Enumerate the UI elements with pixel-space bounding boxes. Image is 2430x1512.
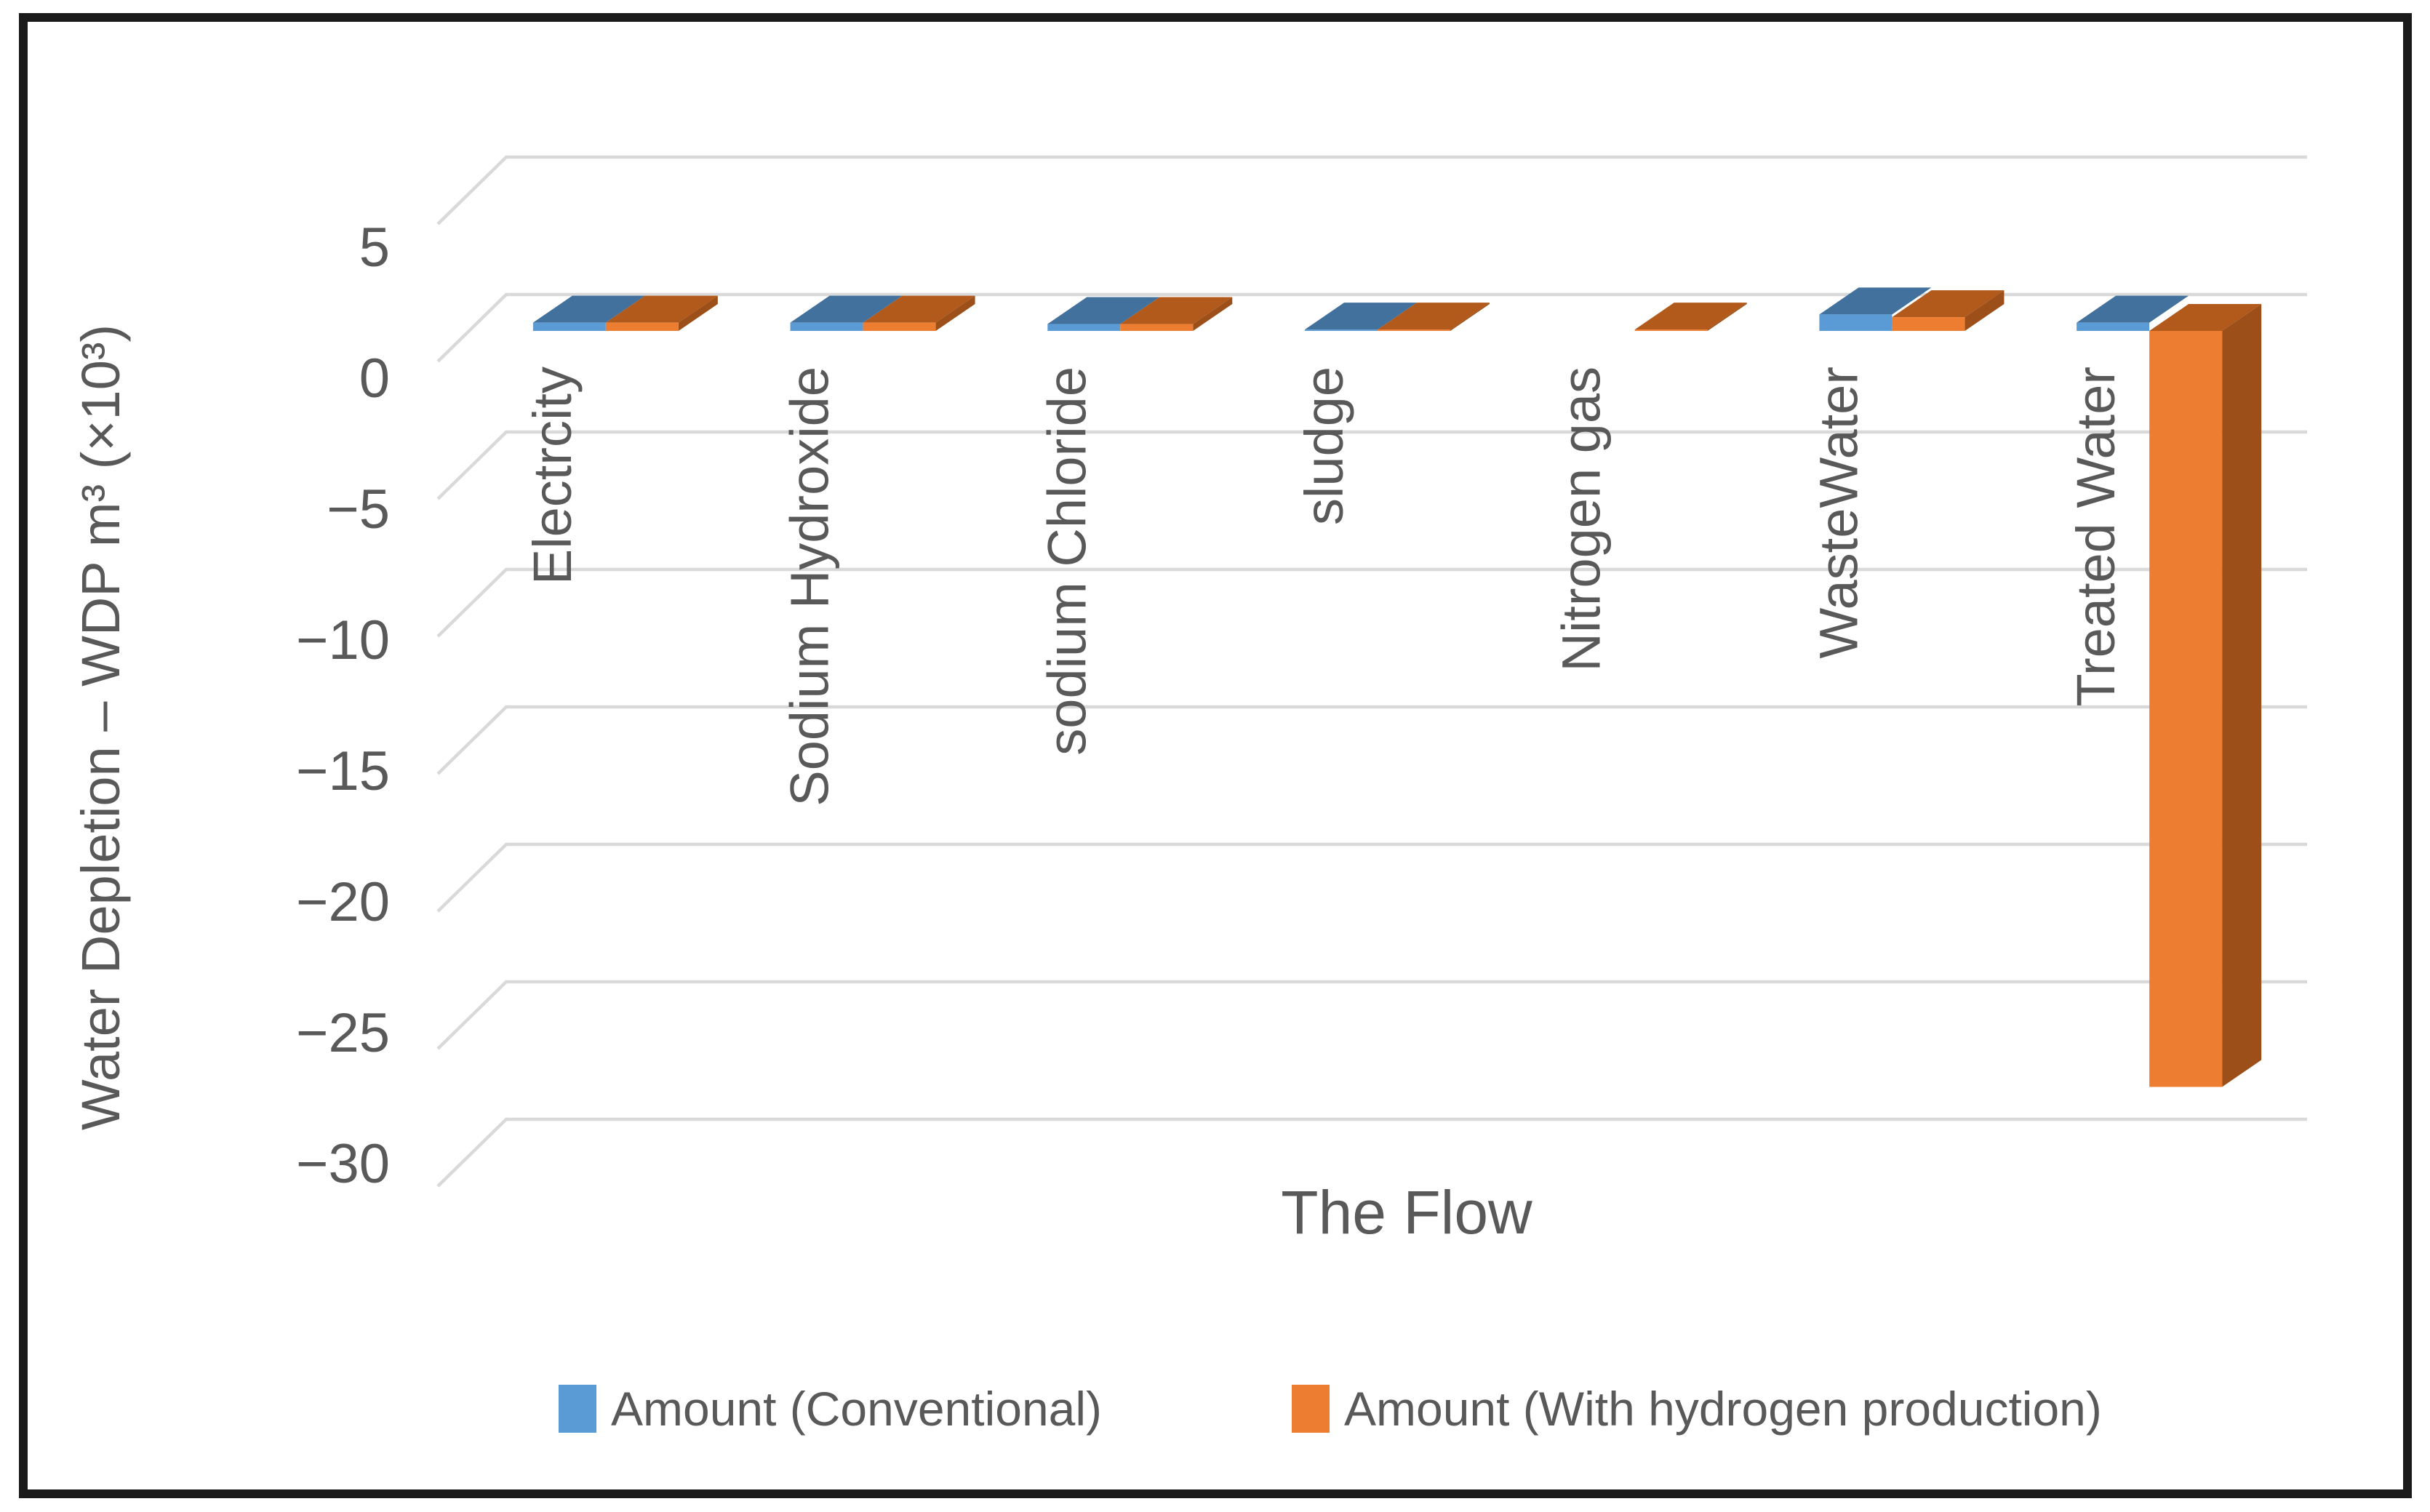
- bars-layer: [532, 287, 2262, 1087]
- bar-s1-c5-side: [1965, 290, 2005, 331]
- category-label: Sodium Hydroxide: [780, 367, 840, 807]
- category-label: Nitrogen gas: [1551, 367, 1612, 672]
- category-label: sodium Chloride: [1036, 367, 1097, 756]
- bar-s1-c2-side: [1193, 297, 1233, 331]
- gridline-layer: [436, 155, 2307, 1188]
- y-axis-title: Water Depletion – WDP m³ (×10³): [71, 324, 131, 1130]
- chart-frame-border: [19, 13, 2412, 1498]
- bar-s1-c2-top: [1120, 297, 1233, 324]
- bar-s1-c1-top: [863, 295, 975, 323]
- bar-s1-c0-front: [605, 322, 679, 331]
- bar-s1-c2-front: [1120, 324, 1194, 331]
- y-tick-label: 5: [359, 217, 390, 279]
- bar-s1-c5-top: [1892, 290, 2005, 318]
- gridline: [436, 292, 2307, 363]
- category-label: Treated Water: [2066, 367, 2126, 706]
- y-tick-label: −25: [296, 1002, 390, 1064]
- y-tick-label: −15: [296, 740, 390, 802]
- gridline: [436, 567, 2307, 638]
- bar-s1-c0-top: [605, 295, 718, 323]
- y-tick-label: −30: [296, 1133, 390, 1195]
- gridline: [436, 1117, 2307, 1188]
- gridline: [436, 705, 2307, 775]
- category-label: WasteWater: [1808, 367, 1869, 659]
- bar-s1-c4-top: [1634, 303, 1747, 330]
- gridline: [436, 980, 2307, 1050]
- bar-s1-c6-front: [2149, 331, 2223, 1087]
- bar-s0-c3-top: [1305, 303, 1417, 330]
- legend-label-hydrogen: Amount (With hydrogen production): [1344, 1382, 2102, 1436]
- bar-s1-c4-front: [1634, 329, 1708, 331]
- bar-s1-c1-side: [935, 295, 975, 331]
- legend-label-conventional: Amount (Conventional): [611, 1382, 1102, 1436]
- bar-s1-c3-side: [1450, 303, 1490, 331]
- category-label: Electrcity: [522, 367, 583, 585]
- bar-s1-c6-top: [2149, 304, 2262, 331]
- bar-s0-c0-top: [532, 295, 645, 323]
- x-axis-title: The Flow: [1281, 1178, 1532, 1247]
- bar-s0-c1-top: [790, 295, 903, 323]
- y-tick-label: 0: [359, 348, 390, 409]
- bar-s0-c5-top: [1819, 287, 1932, 315]
- y-tick-label: −10: [296, 609, 390, 671]
- bar-s1-c3-front: [1378, 329, 1450, 331]
- gridline: [436, 430, 2307, 500]
- bar-s0-c1-front: [790, 322, 863, 331]
- category-label: sludge: [1294, 367, 1354, 525]
- bar-s1-c3-top: [1378, 303, 1490, 330]
- bar-s1-c1-front: [863, 322, 936, 331]
- bar-s0-c6-top: [2077, 295, 2189, 323]
- y-tick-layer: 5 0 −5 −10 −15 −20 −25 −30: [296, 217, 390, 1195]
- category-label-layer: Electrcity Sodium Hydroxide sodium Chlorid…: [522, 367, 2126, 807]
- bar-s1-c6-side: [2222, 304, 2262, 1087]
- legend-swatch-hydrogen: [1292, 1385, 1330, 1433]
- bar-s0-c3-front: [1305, 329, 1378, 331]
- y-tick-label: −20: [296, 871, 390, 933]
- bar-s0-c5-front: [1819, 314, 1893, 331]
- gridline: [436, 842, 2307, 913]
- bar-s1-c4-side: [1707, 303, 1747, 331]
- bar-s0-c0-front: [532, 322, 606, 331]
- y-tick-label: −5: [327, 479, 390, 540]
- legend-swatch-conventional: [559, 1385, 596, 1433]
- bar-s0-c2-top: [1047, 297, 1160, 324]
- bar-s0-c2-front: [1047, 324, 1121, 331]
- bar-s1-c0-side: [678, 295, 718, 331]
- gridline: [436, 155, 2307, 225]
- bar-s1-c5-front: [1892, 317, 1965, 331]
- bar-s0-c6-front: [2077, 322, 2150, 331]
- legend: Amount (Conventional) Amount (With hydro…: [559, 1382, 2102, 1436]
